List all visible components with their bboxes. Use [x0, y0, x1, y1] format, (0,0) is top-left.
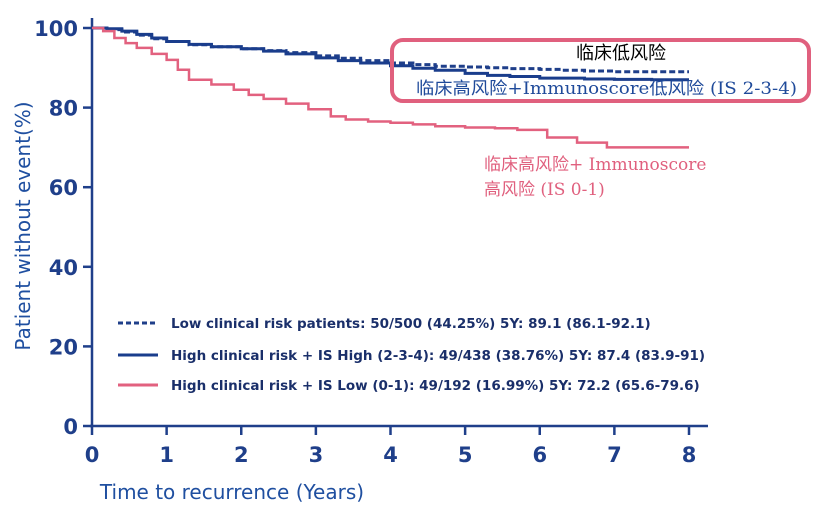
legend-label-low-risk: Low clinical risk patients: 50/500 (44.2…	[171, 316, 651, 332]
legend-label-is-high: High clinical risk + IS High (2-3-4): 49…	[171, 348, 705, 364]
y-tick-label: 80	[49, 97, 78, 121]
highlight-box	[390, 38, 811, 103]
x-tick-label: 2	[234, 443, 249, 467]
annotation-low-risk: 临床低风险	[576, 43, 666, 64]
x-tick-label: 4	[383, 443, 398, 467]
x-axis-title: Time to recurrence (Years)	[99, 480, 364, 504]
x-tick-label: 1	[159, 443, 174, 467]
annotation-is-high: 临床高风险+Immunoscore低风险 (IS 2-3-4)	[416, 79, 797, 99]
x-tick-label: 8	[682, 443, 697, 467]
y-tick-label: 40	[49, 256, 78, 280]
annotation-is-low-line1: 临床高风险+ Immunoscore	[484, 155, 706, 175]
annotation-is-low-line2: 高风险 (IS 0-1)	[484, 180, 605, 200]
x-tick-label: 6	[532, 443, 547, 467]
y-tick-label: 60	[49, 176, 78, 200]
x-tick-label: 7	[607, 443, 622, 467]
curve-is-high	[92, 26, 689, 82]
legend: Low clinical risk patients: 50/500 (44.2…	[118, 316, 705, 394]
curve-low-risk	[92, 26, 689, 74]
legend-label-is-low: High clinical risk + IS Low (0-1): 49/19…	[171, 378, 700, 394]
y-tick-label: 0	[63, 415, 78, 439]
y-tick-label: 100	[34, 17, 78, 41]
x-tick-label: 5	[458, 443, 473, 467]
x-tick-label: 3	[309, 443, 324, 467]
x-tick-label: 0	[85, 443, 100, 467]
y-tick-label: 20	[49, 335, 78, 359]
y-axis-title: Patient without event(%)	[11, 101, 35, 350]
curve-is-low	[92, 26, 689, 149]
